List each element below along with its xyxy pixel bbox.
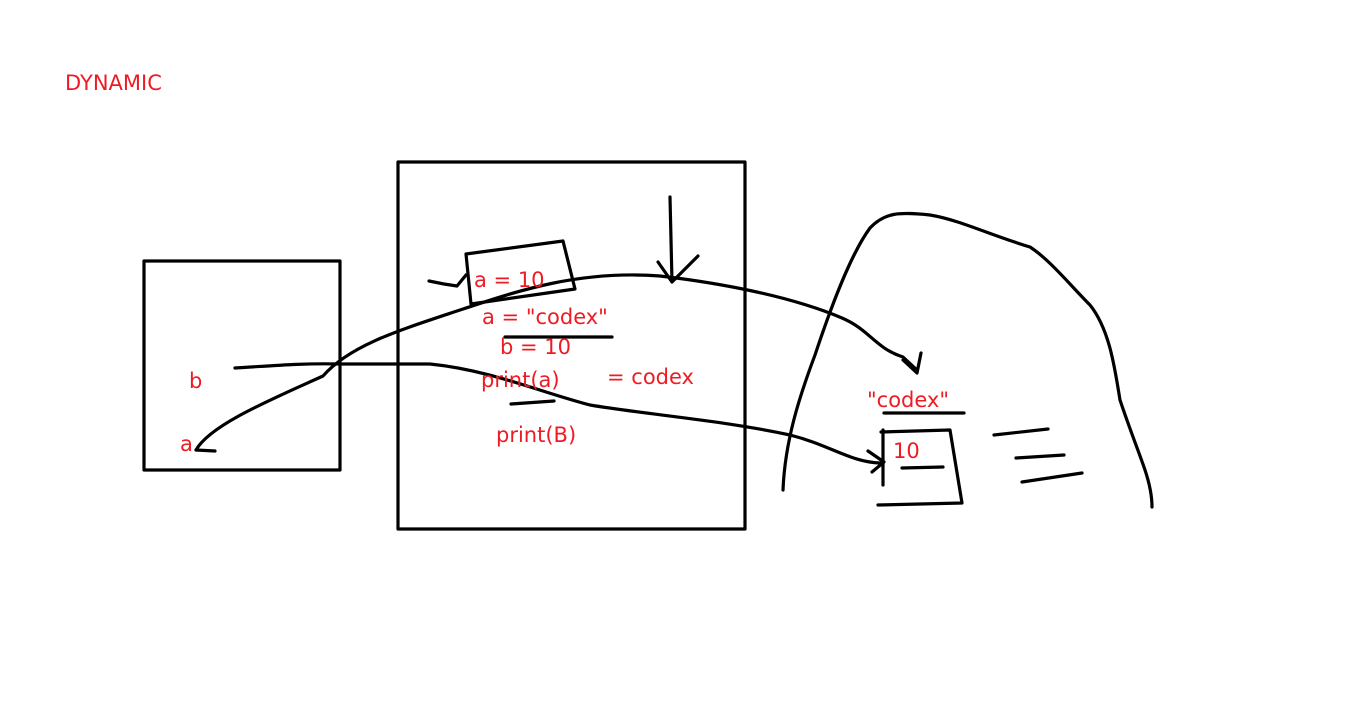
stack-var-a: a: [180, 432, 193, 456]
heap-dash-1: [992, 427, 1050, 437]
heap-dash-2: [1014, 453, 1066, 460]
code-line-print-a: print(a): [481, 368, 560, 392]
stack-var-b: b: [189, 369, 203, 393]
heap-10-underline: [900, 465, 945, 470]
print-a-underline: [509, 399, 556, 406]
heap-object-10: 10: [893, 439, 920, 463]
heap-10-box: [876, 428, 964, 507]
arrow-a-to-codex: [194, 273, 919, 452]
code-line-a-equals-codex: a = "codex": [482, 305, 608, 329]
down-arrow-icon: [656, 195, 700, 284]
value-10-box-in-code: [464, 239, 577, 306]
value-10-box-tail: [427, 273, 468, 288]
code-line-print-b: print(B): [496, 423, 577, 447]
heap-object-codex: "codex": [867, 388, 950, 412]
arrow-b-to-10: [233, 362, 882, 465]
heap-dash-3: [1020, 471, 1084, 484]
arrow-head-codex: [901, 351, 923, 375]
code-line-b-equals-10: b = 10: [500, 335, 571, 359]
code-line-a-equals-10: a = 10: [474, 268, 545, 292]
heap-region: [781, 211, 1154, 509]
page-title: DYNAMIC: [65, 71, 162, 95]
code-box: [396, 160, 747, 531]
a-tail-squiggle: [194, 448, 217, 453]
code-output-codex: = codex: [607, 365, 694, 389]
